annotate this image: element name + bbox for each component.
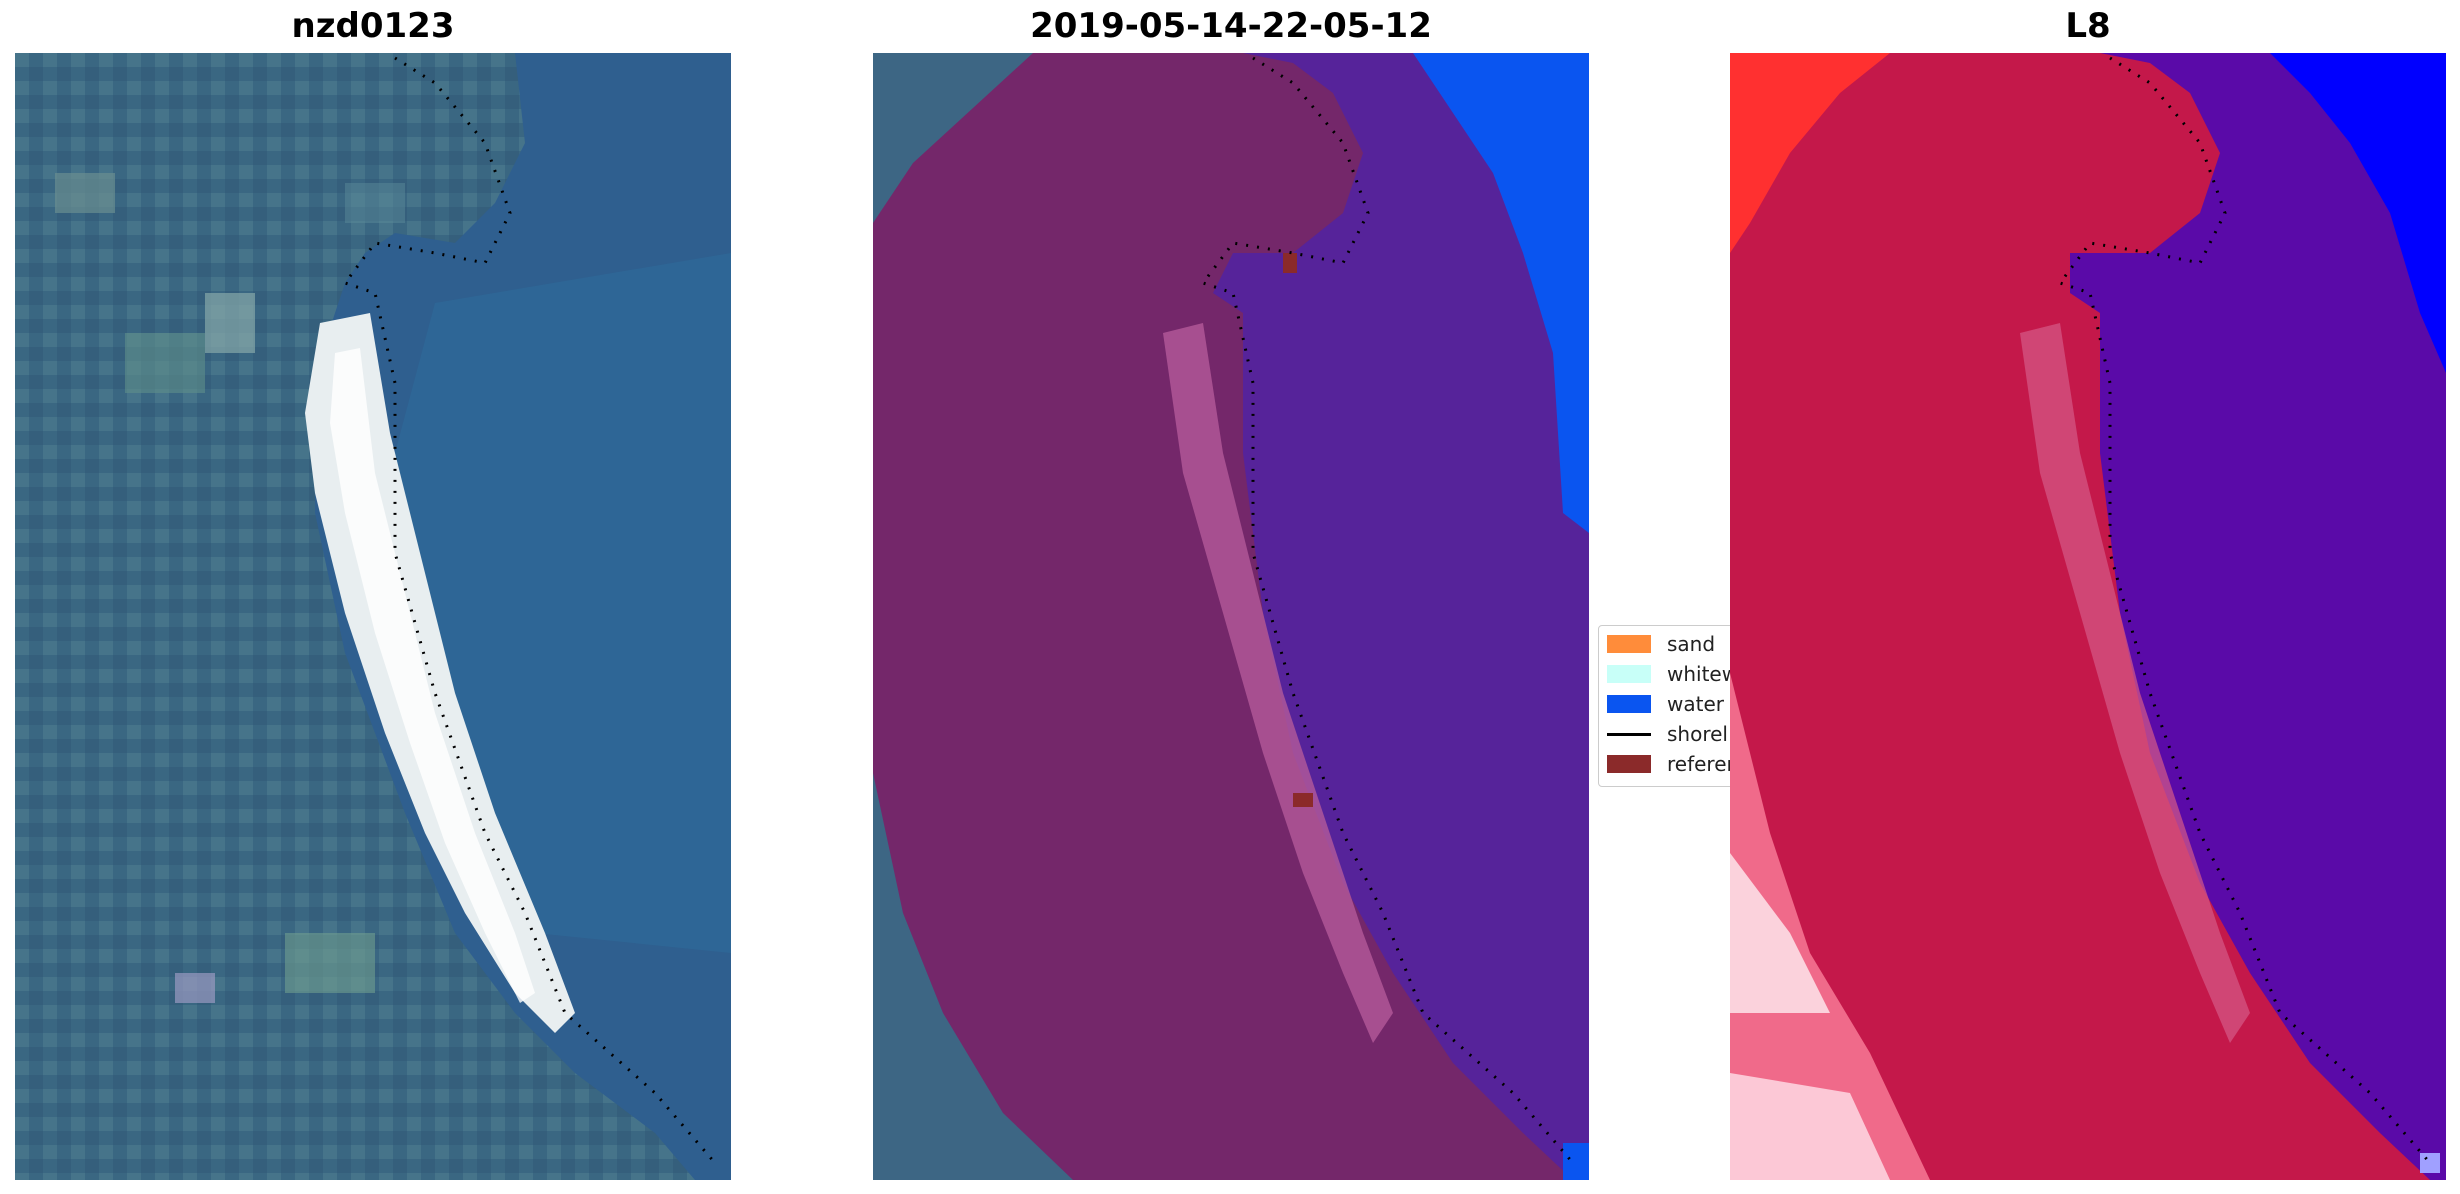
panel-title-mndwi: L8	[2065, 6, 2111, 46]
legend-label-whitewater: whitew	[1667, 662, 1739, 686]
rgb-image-panel	[15, 53, 731, 1180]
legend-label-water: water	[1667, 692, 1724, 716]
classified-image	[873, 53, 1589, 1180]
legend-item-water: water	[1607, 692, 1724, 716]
panel-title-classified: 2019-05-14-22-05-12	[1030, 6, 1432, 46]
legend-label-shoreline: shorel	[1667, 722, 1728, 746]
legend: sand whitew water shorel referer	[1598, 625, 1740, 787]
panel-title-rgb: nzd0123	[291, 6, 455, 46]
legend-item-sand: sand	[1607, 632, 1715, 656]
reference-swatch	[1607, 755, 1651, 773]
legend-label-reference: referer	[1667, 752, 1735, 776]
legend-label-sand: sand	[1667, 632, 1716, 656]
whitewater-swatch	[1607, 665, 1651, 683]
shoreline-swatch	[1607, 732, 1651, 736]
water-swatch	[1607, 695, 1651, 713]
legend-item-whitewater: whitew	[1607, 662, 1738, 686]
classified-image-panel	[873, 53, 1589, 1180]
legend-item-shoreline: shorel	[1607, 722, 1728, 746]
l8-index-image	[1730, 53, 2446, 1180]
l8-index-panel	[1730, 53, 2446, 1180]
sand-swatch	[1607, 635, 1651, 653]
legend-item-reference: referer	[1607, 752, 1735, 776]
rgb-image	[15, 53, 731, 1180]
